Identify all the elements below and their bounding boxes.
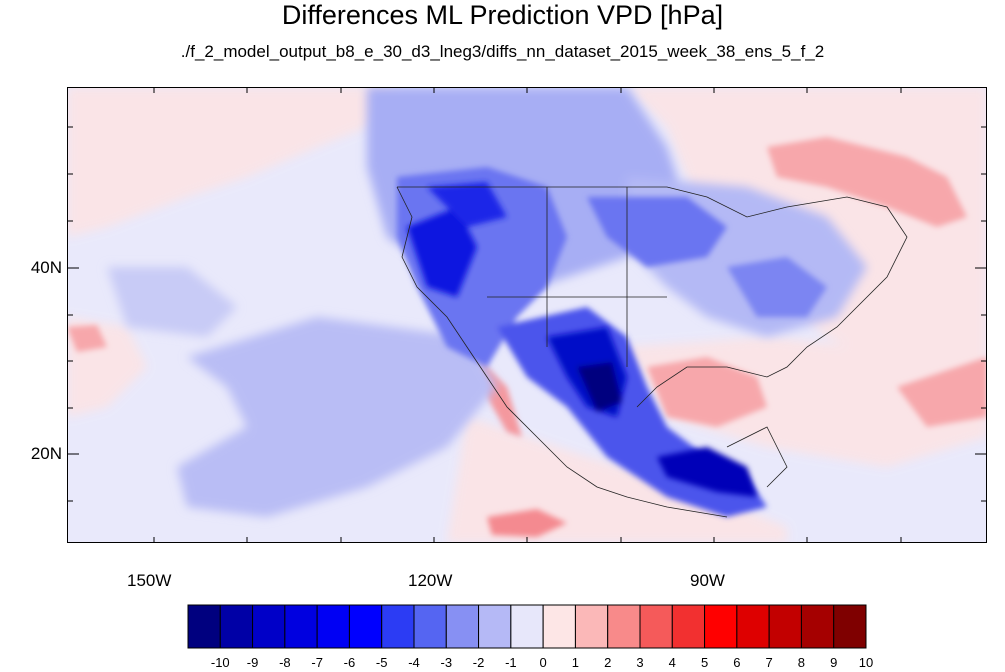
colorbar-swatch [252,604,286,649]
colorbar-swatch [187,604,221,649]
colorbar-swatch [639,604,673,649]
colorbar-swatch [316,604,350,649]
colorbar-swatch [607,604,641,649]
colorbar-swatch [348,604,383,649]
lat-label-40n: 40N [30,258,62,277]
colorbar-tick-label: -6 [343,655,356,670]
colorbar-tick-label: -5 [375,655,388,670]
map-border [67,87,987,543]
colorbar-swatch [671,604,706,649]
colorbar-swatch [445,604,480,649]
map-subtitle: ./f_2_model_output_b8_e_30_d3_lneg3/diff… [180,42,825,61]
colorbar-swatch [413,604,447,649]
difference-map [67,87,987,543]
colorbar-tick-label: 1 [571,655,580,670]
colorbar-tick-label: -1 [505,655,517,670]
colorbar-tick-label: 7 [765,655,773,670]
colorbar-swatch [478,604,512,649]
colorbar-swatch [284,604,318,649]
colorbar-tick-label: 2 [604,655,612,670]
colorbar-swatch [510,604,544,649]
lon-label-120w: 120W [408,571,453,590]
colorbar-tick-label: -3 [440,655,453,670]
colorbar-swatch [704,604,738,649]
colorbar-tick-label: 10 [858,655,874,670]
colorbar-swatch [833,604,867,649]
colorbar-tick-label: -10 [210,655,230,670]
colorbar-tick-label: -4 [408,655,420,670]
colorbar-tick-label: 9 [830,655,838,670]
colorbar-tick-label: -2 [472,655,485,670]
lon-label-90w: 90W [690,571,725,590]
map-title: Differences ML Prediction VPD [hPa] [281,0,724,30]
colorbar-tick-label: 4 [668,655,676,670]
lon-label-150w: 150W [127,571,172,590]
colorbar-swatch [381,604,415,649]
colorbar-tick-label: 0 [539,655,547,670]
colorbar-swatch [736,604,770,649]
colorbar-swatch [542,604,576,649]
colorbar-swatch [800,604,835,649]
colorbar-tick-label: -7 [311,655,323,670]
colorbar-tick-label: 5 [700,655,709,670]
strong-negative-cores [407,182,757,497]
colorbar-tick-label: -9 [246,655,259,670]
colorbar-tick-label: 3 [636,655,644,670]
colorbar-tick-label: 8 [797,655,806,670]
colorbar-tick-label: -8 [279,655,291,670]
colorbar-tick-label: 6 [733,655,741,670]
colorbar [187,604,867,649]
lat-label-20n: 20N [30,444,62,463]
colorbar-swatch [574,604,609,649]
colorbar-swatch [768,604,802,649]
colorbar-swatch [219,604,254,649]
coastlines-and-borders [396,186,908,518]
